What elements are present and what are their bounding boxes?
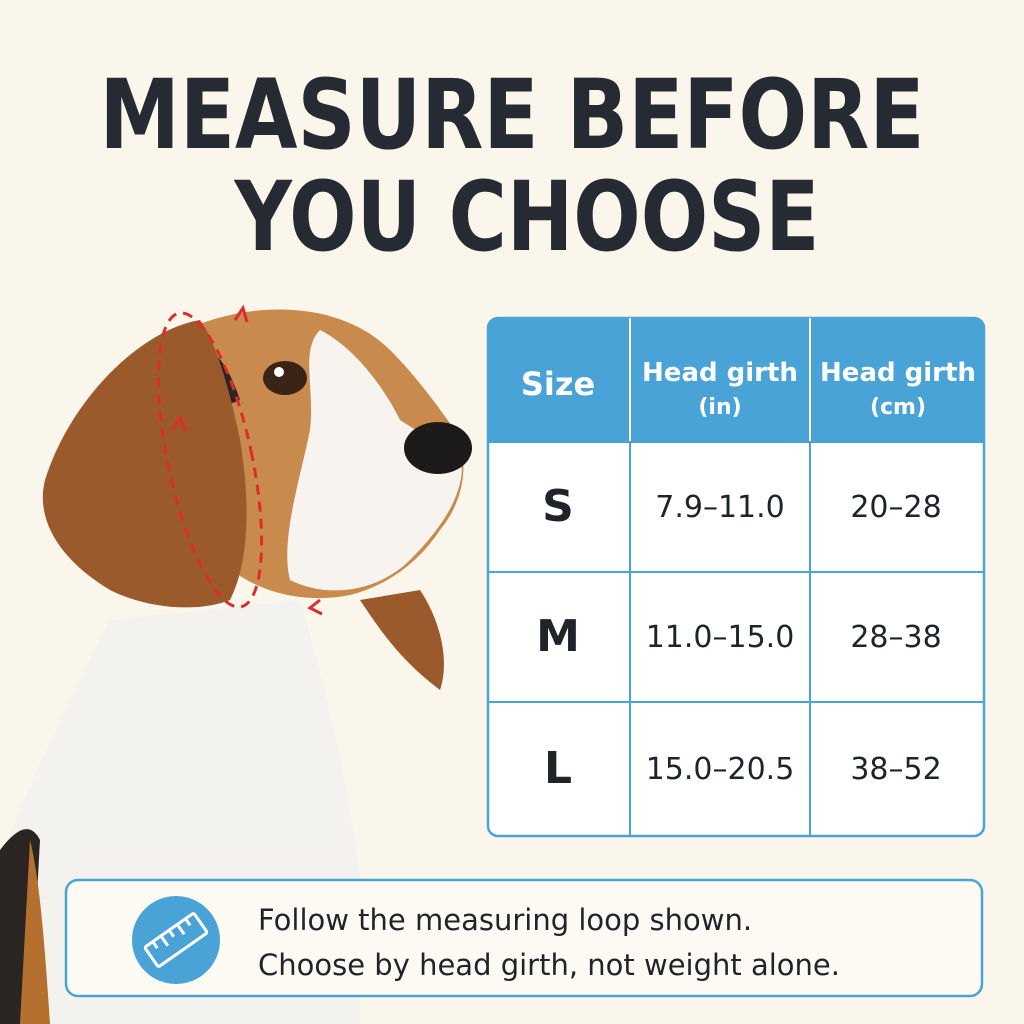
title-line: MEASURE BEFORE (100, 59, 925, 171)
size-cell: L (544, 743, 572, 794)
value-cell: 38–52 (850, 752, 941, 787)
size-cell: S (542, 481, 574, 532)
ruler-icon (132, 896, 220, 984)
value-cell: 28–38 (850, 620, 941, 655)
header-unit: (in) (698, 395, 741, 420)
note-line: Choose by head girth, not weight alone. (258, 948, 840, 982)
header-cell: Head girth (820, 358, 976, 388)
value-cell: 11.0–15.0 (646, 620, 795, 655)
header-cell: Head girth (642, 358, 798, 388)
value-cell: 7.9–11.0 (655, 490, 785, 525)
title-line: YOU CHOOSE (234, 161, 820, 273)
size-cell: M (536, 611, 580, 662)
header-unit: (cm) (870, 395, 926, 420)
note-line: Follow the measuring loop shown. (258, 903, 752, 937)
value-cell: 20–28 (850, 490, 941, 525)
note-box: Follow the measuring loop shown. Choose … (64, 878, 984, 998)
header-cell: Size (521, 365, 595, 403)
size-table: Size Head girth (in) Head girth (cm) S 7.… (486, 316, 986, 838)
value-cell: 15.0–20.5 (646, 752, 795, 787)
